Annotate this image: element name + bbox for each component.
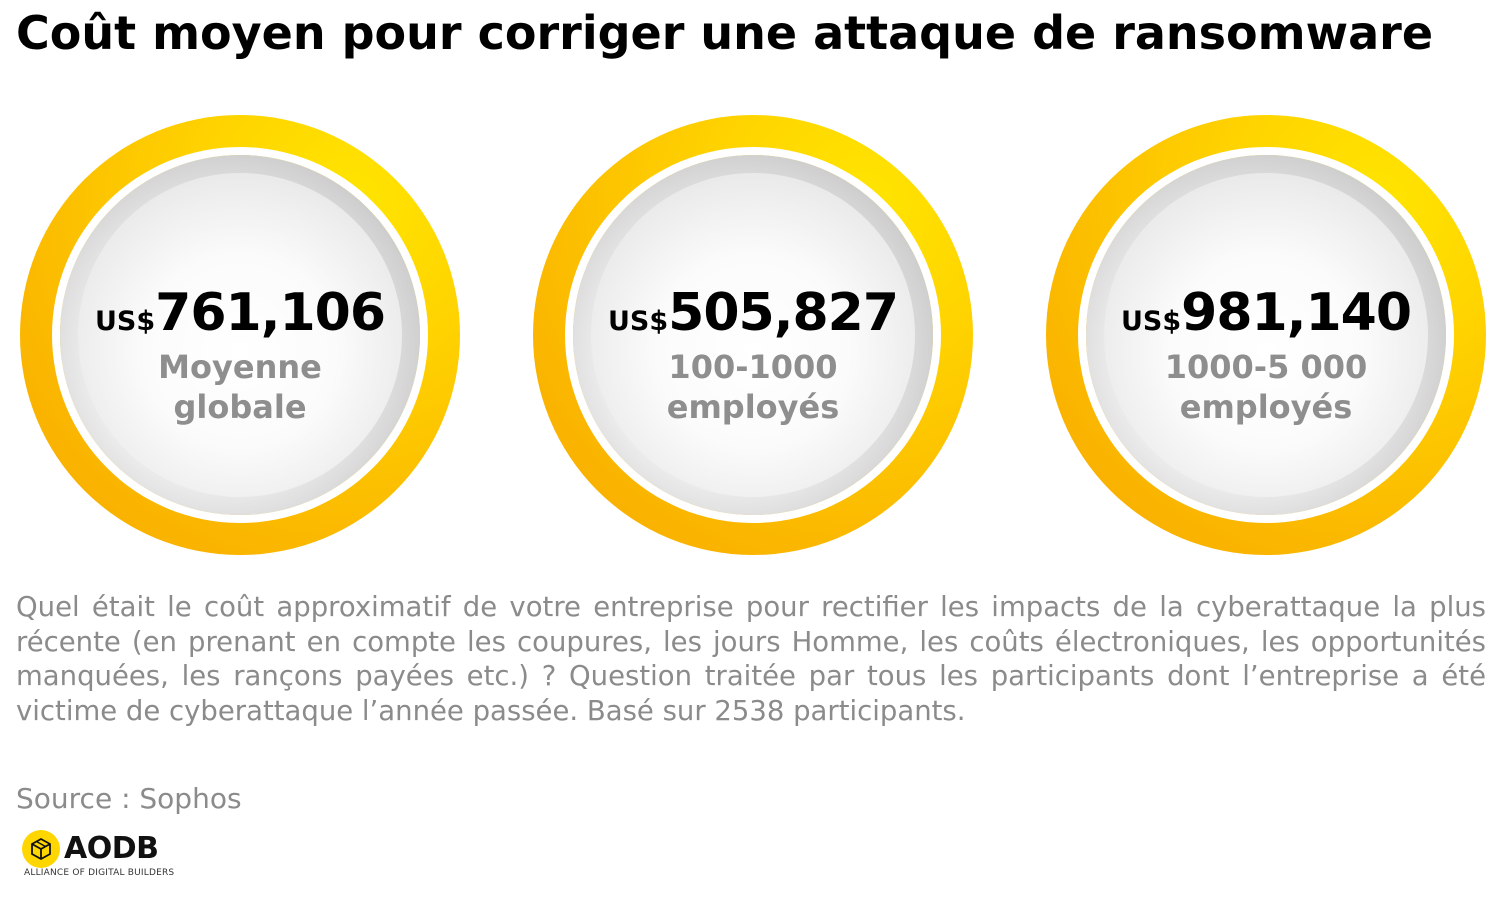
currency-prefix: US$ (94, 306, 156, 337)
stat-label-line: globale (173, 388, 307, 426)
stat-circle: US$505,827 100-1000 employés (533, 115, 973, 555)
logo-tagline: ALLIANCE OF DIGITAL BUILDERS (24, 868, 175, 878)
stat-value: US$981,140 (1046, 283, 1486, 343)
stat-label-line: 100-1000 (668, 348, 838, 386)
stat-circle: US$761,106 Moyenne globale (20, 115, 460, 555)
stat-disc-core (1104, 173, 1428, 497)
stat-label: Moyenne globale (20, 347, 460, 427)
stat-disc-core (78, 173, 402, 497)
stat-value: US$761,106 (20, 283, 460, 343)
stat-number: 761,106 (155, 283, 386, 343)
currency-prefix: US$ (607, 306, 669, 337)
aodb-logo: AODB ALLIANCE OF DIGITAL BUILDERS (22, 830, 242, 882)
stat-value: US$505,827 (533, 283, 973, 343)
survey-question: Quel était le coût approximatif de votre… (16, 591, 1486, 727)
stat-number: 505,827 (668, 283, 899, 343)
source-note: Source : Sophos (16, 782, 242, 815)
stat-label: 100-1000 employés (533, 347, 973, 427)
stat-label-line: Moyenne (158, 348, 322, 386)
chart-title: Coût moyen pour corriger une attaque de … (16, 6, 1434, 60)
stat-disc-core (591, 173, 915, 497)
stat-label-line: employés (1179, 388, 1353, 426)
cost-stats: US$761,106 Moyenne globale US$505,827 100-10… (20, 115, 1486, 555)
cube-icon (22, 830, 60, 868)
currency-prefix: US$ (1120, 306, 1182, 337)
logo-wordmark: AODB (64, 831, 159, 866)
stat-circle: US$981,140 1000-5 000 employés (1046, 115, 1486, 555)
stat-number: 981,140 (1181, 283, 1412, 343)
stat-label-line: 1000-5 000 (1164, 348, 1368, 386)
stat-label-line: employés (666, 388, 840, 426)
stat-label: 1000-5 000 employés (1046, 347, 1486, 427)
